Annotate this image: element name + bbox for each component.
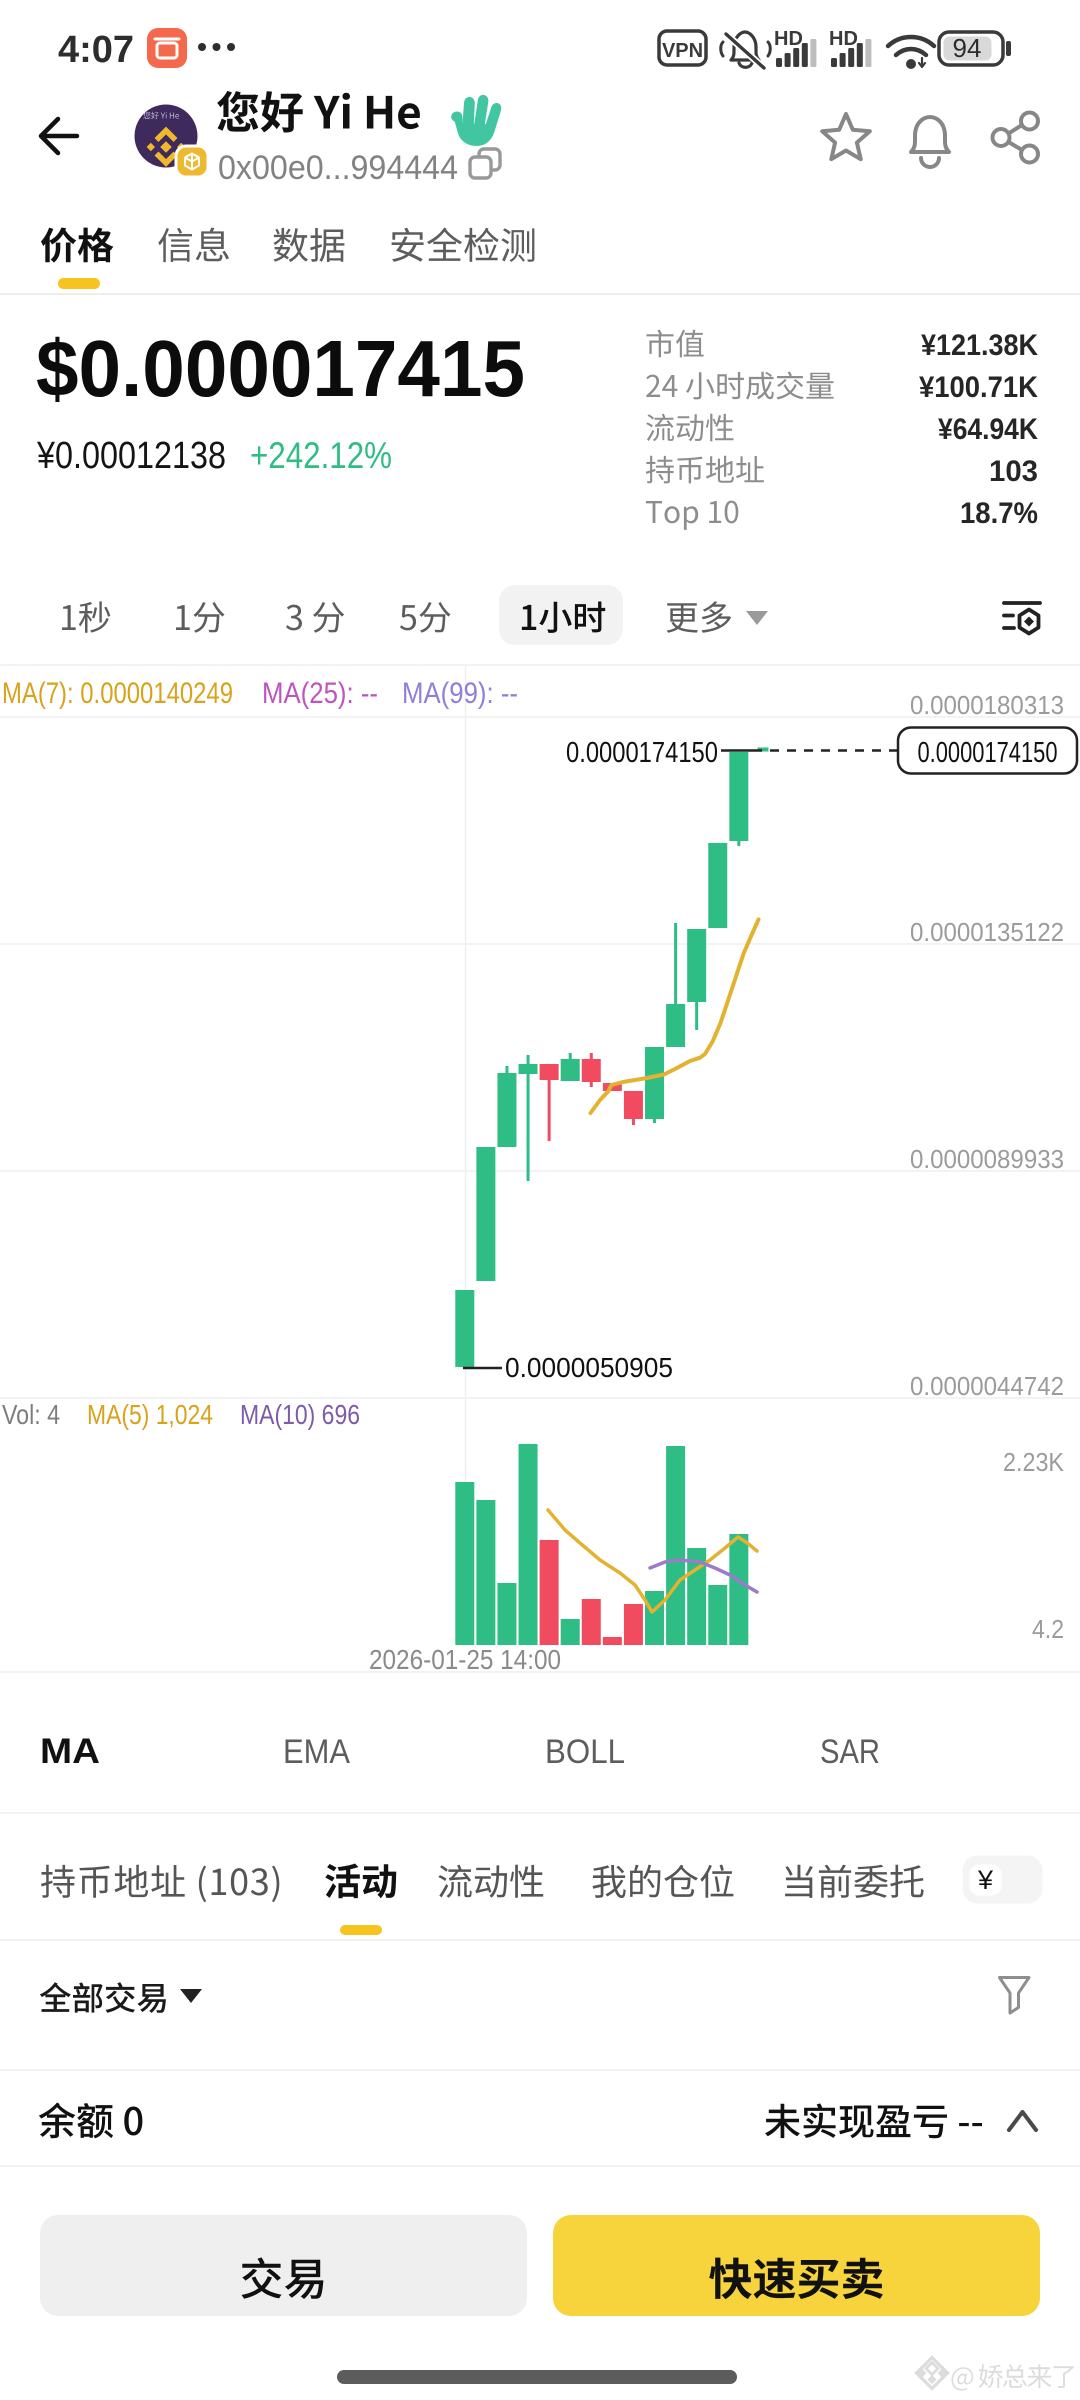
svg-text:0.0000050905: 0.0000050905 (505, 1352, 673, 1383)
svg-text:¥: ¥ (977, 1865, 994, 1895)
svg-text:HD: HD (774, 28, 803, 50)
svg-text:MA(10) 696: MA(10) 696 (240, 1399, 360, 1430)
svg-text:MA(99): --: MA(99): -- (402, 677, 518, 710)
svg-text:MA(5) 1,024: MA(5) 1,024 (87, 1399, 213, 1430)
svg-text:94: 94 (953, 33, 982, 63)
svg-text:2026-01-25 14:00: 2026-01-25 14:00 (369, 1644, 561, 1675)
svg-text:4.2: 4.2 (1032, 1614, 1064, 1644)
svg-text:0.0000089933: 0.0000089933 (910, 1144, 1064, 1174)
svg-text:0.0000174150: 0.0000174150 (566, 737, 718, 769)
svg-text:¥100.71K: ¥100.71K (919, 371, 1038, 404)
svg-text:4:07: 4:07 (58, 29, 134, 71)
svg-text:$0.000017415: $0.000017415 (36, 324, 525, 413)
svg-text:Vol: 4: Vol: 4 (2, 1399, 60, 1430)
svg-text:SAR: SAR (820, 1733, 880, 1771)
svg-text:MA: MA (40, 1732, 100, 1771)
svg-text:0x00e0...994444: 0x00e0...994444 (218, 149, 458, 187)
svg-text:¥0.00012138: ¥0.00012138 (36, 435, 226, 477)
svg-text:BOLL: BOLL (545, 1733, 625, 1771)
svg-text:18.7%: 18.7% (960, 497, 1038, 530)
svg-text:+242.12%: +242.12% (250, 435, 392, 476)
svg-text:VPN: VPN (662, 40, 703, 62)
svg-text:HD: HD (829, 28, 858, 50)
svg-text:¥121.38K: ¥121.38K (921, 329, 1038, 362)
svg-text:0.0000135122: 0.0000135122 (910, 917, 1064, 947)
svg-text:EMA: EMA (283, 1733, 350, 1771)
svg-text:2.23K: 2.23K (1003, 1447, 1065, 1477)
svg-text:¥64.94K: ¥64.94K (938, 413, 1038, 446)
svg-text:0.0000044742: 0.0000044742 (910, 1371, 1064, 1401)
svg-text:MA(25): --: MA(25): -- (262, 677, 378, 710)
svg-text:0.0000174150: 0.0000174150 (918, 737, 1058, 769)
svg-text:0.0000180313: 0.0000180313 (910, 690, 1064, 720)
svg-text:MA(7): 0.0000140249: MA(7): 0.0000140249 (2, 677, 233, 710)
svg-text:103: 103 (989, 455, 1038, 488)
